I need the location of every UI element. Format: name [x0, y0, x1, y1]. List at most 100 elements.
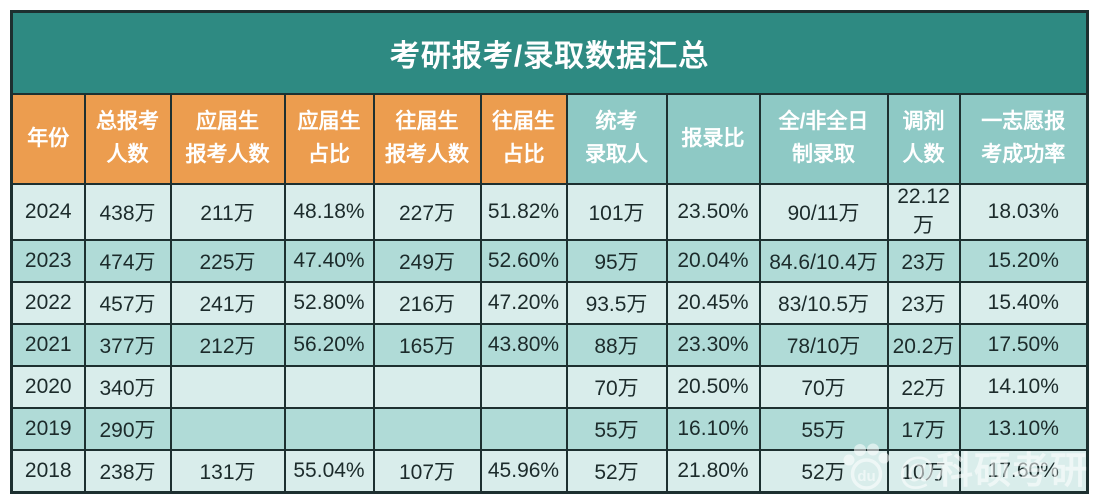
- data-cell: 101万: [565, 183, 668, 241]
- data-cell: 20.04%: [665, 239, 761, 283]
- data-cell: 474万: [83, 239, 172, 283]
- data-cell: 23万: [886, 281, 961, 325]
- data-cell: [283, 365, 375, 409]
- data-cell: 55万: [758, 407, 889, 451]
- table-row: 2022 457万 241万 52.80% 216万 47.20% 93.5万 20.45% 8…: [10, 281, 1089, 325]
- data-cell: 70万: [758, 365, 889, 409]
- data-cell: 48.18%: [283, 183, 375, 241]
- data-cell: 20.45%: [665, 281, 761, 325]
- data-cell: 17.60%: [958, 449, 1089, 494]
- data-cell: 17万: [886, 407, 961, 451]
- data-cell: 241万: [169, 281, 286, 325]
- data-cell: 15.40%: [958, 281, 1089, 325]
- data-cell: 78/10万: [758, 323, 889, 367]
- data-cell: 21.80%: [665, 449, 761, 494]
- data-cell: 212万: [169, 323, 286, 367]
- table-row: 2018 238万 131万 55.04% 107万 45.96% 52万 21.80% 52万…: [10, 449, 1089, 494]
- year-cell: 2024: [10, 183, 86, 241]
- data-cell: 131万: [169, 449, 286, 494]
- data-cell: 457万: [83, 281, 172, 325]
- data-cell: 70万: [565, 365, 668, 409]
- data-cell: 340万: [83, 365, 172, 409]
- table-row: 2020 340万 70万 20.50% 70万 22万 14.10%: [10, 365, 1089, 409]
- data-cell: 52万: [565, 449, 668, 494]
- data-cell: 55万: [565, 407, 668, 451]
- data-cell: 51.82%: [479, 183, 568, 241]
- data-cell: 18.03%: [958, 183, 1089, 241]
- data-cell: [479, 407, 568, 451]
- data-cell: 438万: [83, 183, 172, 241]
- data-cell: 83/10.5万: [758, 281, 889, 325]
- data-cell: 23.30%: [665, 323, 761, 367]
- title-row: 考研报考/录取数据汇总: [10, 10, 1089, 95]
- data-cell: 16.10%: [665, 407, 761, 451]
- year-cell: 2020: [10, 365, 86, 409]
- col-header-previous-ratio: 往届生 占比: [479, 93, 568, 185]
- data-cell: 249万: [372, 239, 482, 283]
- table-row: 2019 290万 55万 16.10% 55万 17万 13.10%: [10, 407, 1089, 451]
- data-cell: [169, 407, 286, 451]
- data-cell: 20.2万: [886, 323, 961, 367]
- data-cell: 15.20%: [958, 239, 1089, 283]
- data-cell: 95万: [565, 239, 668, 283]
- data-cell: 22.12万: [886, 183, 961, 241]
- data-cell: 55.04%: [283, 449, 375, 494]
- data-cell: 165万: [372, 323, 482, 367]
- col-header-first-choice-rate: 一志愿报 考成功率: [958, 93, 1089, 185]
- data-cell: 290万: [83, 407, 172, 451]
- data-cell: 20.50%: [665, 365, 761, 409]
- data-cell: 13.10%: [958, 407, 1089, 451]
- data-cell: 227万: [372, 183, 482, 241]
- table-row: 2021 377万 212万 56.20% 165万 43.80% 88万 23.30% 78/…: [10, 323, 1089, 367]
- year-cell: 2021: [10, 323, 86, 367]
- data-cell: 88万: [565, 323, 668, 367]
- data-cell: 23.50%: [665, 183, 761, 241]
- year-cell: 2022: [10, 281, 86, 325]
- data-cell: 84.6/10.4万: [758, 239, 889, 283]
- col-header-fresh-ratio: 应届生 占比: [283, 93, 375, 185]
- table-title: 考研报考/录取数据汇总: [10, 10, 1089, 95]
- data-cell: 56.20%: [283, 323, 375, 367]
- data-cell: 52.60%: [479, 239, 568, 283]
- col-header-total-applicants: 总报考 人数: [83, 93, 172, 185]
- col-header-year: 年份: [10, 93, 86, 185]
- year-cell: 2018: [10, 449, 86, 494]
- data-cell: [372, 407, 482, 451]
- data-cell: 52.80%: [283, 281, 375, 325]
- data-cell: 52万: [758, 449, 889, 494]
- data-cell: [372, 365, 482, 409]
- data-cell: 238万: [83, 449, 172, 494]
- data-cell: 10万: [886, 449, 961, 494]
- col-header-previous-applicants: 往届生 报考人数: [372, 93, 482, 185]
- data-cell: 43.80%: [479, 323, 568, 367]
- col-header-fresh-applicants: 应届生 报考人数: [169, 93, 286, 185]
- data-cell: 47.20%: [479, 281, 568, 325]
- col-header-unified-admitted: 统考 录取人: [565, 93, 668, 185]
- data-cell: 225万: [169, 239, 286, 283]
- data-cell: 45.96%: [479, 449, 568, 494]
- data-cell: [283, 407, 375, 451]
- data-cell: 17.50%: [958, 323, 1089, 367]
- table-row: 2024 438万 211万 48.18% 227万 51.82% 101万 23.50% 90…: [10, 183, 1089, 241]
- col-header-fulltime-parttime: 全/非全日 制录取: [758, 93, 889, 185]
- header-row: 年份 总报考 人数 应届生 报考人数 应届生 占比 往届生 报考人数 往届生 占…: [10, 93, 1089, 185]
- table-row: 2023 474万 225万 47.40% 249万 52.60% 95万 20.04% 84.…: [10, 239, 1089, 283]
- data-cell: [169, 365, 286, 409]
- data-cell: 216万: [372, 281, 482, 325]
- data-cell: [479, 365, 568, 409]
- data-cell: 93.5万: [565, 281, 668, 325]
- data-cell: 90/11万: [758, 183, 889, 241]
- data-cell: 377万: [83, 323, 172, 367]
- col-header-admission-ratio: 报录比: [665, 93, 761, 185]
- year-cell: 2019: [10, 407, 86, 451]
- data-cell: 22万: [886, 365, 961, 409]
- year-cell: 2023: [10, 239, 86, 283]
- data-cell: 47.40%: [283, 239, 375, 283]
- data-cell: 107万: [372, 449, 482, 494]
- data-cell: 14.10%: [958, 365, 1089, 409]
- col-header-transfer-count: 调剂 人数: [886, 93, 961, 185]
- admissions-summary-table: 考研报考/录取数据汇总 年份 总报考 人数 应届生 报考人数 应届生 占比 往届…: [10, 10, 1090, 494]
- data-cell: 211万: [169, 183, 286, 241]
- data-cell: 23万: [886, 239, 961, 283]
